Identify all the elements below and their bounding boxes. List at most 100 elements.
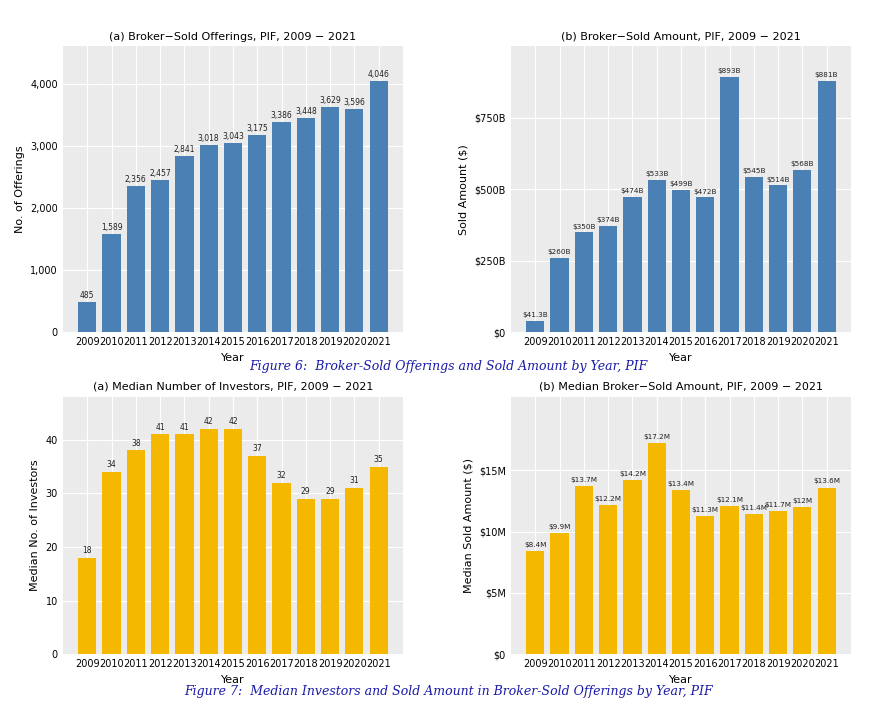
Text: 3,448: 3,448 xyxy=(295,107,316,117)
Bar xyxy=(321,107,340,332)
Title: (b) Broker−Sold Amount, PIF, 2009 − 2021: (b) Broker−Sold Amount, PIF, 2009 − 2021 xyxy=(561,31,801,41)
Text: 31: 31 xyxy=(349,476,359,485)
Text: 2,841: 2,841 xyxy=(174,145,195,154)
Bar xyxy=(745,177,762,332)
Bar xyxy=(345,488,364,654)
Text: 32: 32 xyxy=(277,471,287,480)
Title: (b) Median Broker−Sold Amount, PIF, 2009 − 2021: (b) Median Broker−Sold Amount, PIF, 2009… xyxy=(539,382,823,392)
Bar xyxy=(369,81,388,332)
Bar xyxy=(550,258,569,332)
Bar xyxy=(817,488,836,654)
Text: $499B: $499B xyxy=(669,181,693,187)
X-axis label: Year: Year xyxy=(221,353,245,363)
Text: 38: 38 xyxy=(131,439,141,448)
Text: 41: 41 xyxy=(155,423,165,432)
Text: $41.3B: $41.3B xyxy=(522,312,548,317)
Text: 3,629: 3,629 xyxy=(319,96,341,105)
Bar xyxy=(297,118,314,332)
Text: $8.4M: $8.4M xyxy=(524,542,547,548)
X-axis label: Year: Year xyxy=(221,675,245,685)
Title: (a) Broker−Sold Offerings, PIF, 2009 − 2021: (a) Broker−Sold Offerings, PIF, 2009 − 2… xyxy=(109,31,357,41)
Text: 42: 42 xyxy=(204,418,213,426)
Bar xyxy=(599,505,617,654)
Bar xyxy=(200,429,218,654)
Text: 3,175: 3,175 xyxy=(246,124,268,133)
Text: $11.7M: $11.7M xyxy=(764,502,791,508)
Bar xyxy=(102,234,121,332)
Bar xyxy=(526,320,545,332)
Text: $893B: $893B xyxy=(718,68,741,74)
Bar xyxy=(78,302,97,332)
Bar xyxy=(248,135,266,332)
Text: $11.3M: $11.3M xyxy=(692,507,719,513)
Y-axis label: Median No. of Investors: Median No. of Investors xyxy=(30,460,40,591)
Bar xyxy=(151,179,169,332)
Bar xyxy=(224,143,242,332)
Text: $545B: $545B xyxy=(742,168,765,174)
Text: $9.9M: $9.9M xyxy=(548,524,571,530)
Bar xyxy=(176,435,194,654)
Bar xyxy=(574,232,593,332)
Text: 4,046: 4,046 xyxy=(367,70,390,79)
Bar xyxy=(599,225,617,332)
Text: $533B: $533B xyxy=(645,171,668,177)
Bar xyxy=(345,109,364,332)
Text: $14.2M: $14.2M xyxy=(619,471,646,477)
Bar xyxy=(720,506,738,654)
Text: Figure 7:  Median Investors and Sold Amount in Broker-Sold Offerings by Year, PI: Figure 7: Median Investors and Sold Amou… xyxy=(184,685,712,698)
Bar xyxy=(321,499,340,654)
Bar xyxy=(78,558,97,654)
Text: $12.1M: $12.1M xyxy=(716,497,743,503)
Text: 3,018: 3,018 xyxy=(198,134,220,143)
Bar xyxy=(648,443,666,654)
Bar xyxy=(672,490,690,654)
Bar xyxy=(272,122,290,332)
Y-axis label: Sold Amount ($): Sold Amount ($) xyxy=(459,144,469,235)
Bar xyxy=(297,499,314,654)
Text: 37: 37 xyxy=(253,444,263,453)
Text: $13.6M: $13.6M xyxy=(813,478,840,485)
Text: 3,043: 3,043 xyxy=(222,132,244,142)
Y-axis label: Median Sold Amount ($): Median Sold Amount ($) xyxy=(463,458,473,593)
Text: $474B: $474B xyxy=(621,188,644,194)
Bar xyxy=(176,156,194,332)
Title: (a) Median Number of Investors, PIF, 2009 − 2021: (a) Median Number of Investors, PIF, 200… xyxy=(93,382,373,392)
Text: 34: 34 xyxy=(107,460,116,469)
Bar xyxy=(151,435,169,654)
Bar xyxy=(745,515,762,654)
Bar xyxy=(720,77,738,332)
Bar xyxy=(648,180,666,332)
Text: 2,457: 2,457 xyxy=(150,169,171,178)
Text: $514B: $514B xyxy=(766,177,789,182)
X-axis label: Year: Year xyxy=(669,675,693,685)
Text: $13.7M: $13.7M xyxy=(571,477,598,483)
Text: $17.2M: $17.2M xyxy=(643,434,670,440)
Text: 3,596: 3,596 xyxy=(343,98,366,107)
Text: 42: 42 xyxy=(228,418,237,426)
Bar xyxy=(624,197,642,332)
Bar xyxy=(126,450,145,654)
Text: $12M: $12M xyxy=(792,498,813,504)
Bar xyxy=(369,467,388,654)
Text: $350B: $350B xyxy=(573,224,596,230)
Bar xyxy=(126,186,145,332)
Bar xyxy=(817,81,836,332)
Y-axis label: No. of Offerings: No. of Offerings xyxy=(14,146,24,233)
Text: $260B: $260B xyxy=(547,250,572,255)
Text: 41: 41 xyxy=(179,423,189,432)
Text: 29: 29 xyxy=(301,487,311,496)
Bar xyxy=(624,480,642,654)
Text: $374B: $374B xyxy=(597,217,620,222)
Bar xyxy=(769,511,788,654)
Bar xyxy=(574,486,593,654)
X-axis label: Year: Year xyxy=(669,353,693,363)
Bar xyxy=(672,189,690,332)
Text: 1,589: 1,589 xyxy=(100,223,123,232)
Text: $472B: $472B xyxy=(694,189,717,194)
Text: 3,386: 3,386 xyxy=(271,111,292,120)
Text: 485: 485 xyxy=(80,292,95,300)
Bar xyxy=(200,145,218,332)
Text: 2,356: 2,356 xyxy=(125,175,147,184)
Text: $13.4M: $13.4M xyxy=(668,481,694,487)
Bar xyxy=(793,170,812,332)
